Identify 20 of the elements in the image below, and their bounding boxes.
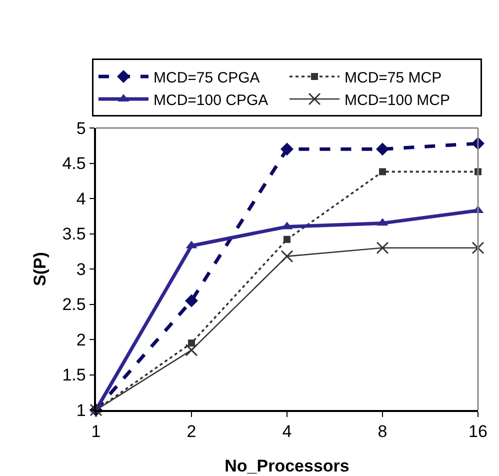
y-tick-label: 5: [76, 118, 86, 138]
x-tick-label: 16: [468, 422, 488, 442]
x-tick-label: 8: [378, 422, 388, 442]
x-axis-title: No_Processors: [224, 456, 350, 476]
x-tick-label: 4: [282, 422, 292, 442]
y-tick-label: 4: [76, 189, 86, 208]
x-tick-label: 1: [91, 422, 101, 442]
x-tick-label: 2: [186, 422, 196, 442]
y-tick-label: 2.5: [62, 295, 86, 314]
y-tick-label: 1.5: [62, 366, 86, 385]
y-tick-label: 1: [76, 400, 86, 420]
legend-label: MCD=75 MCP: [344, 69, 442, 86]
y-tick-label: 3.5: [62, 224, 86, 244]
legend-label: MCD=100 CPGA: [154, 92, 268, 109]
y-tick-label: 2: [76, 330, 86, 350]
y-tick-label: 4.5: [62, 154, 86, 174]
y-axis-title: S(P): [30, 252, 50, 286]
legend-label: MCD=100 MCP: [344, 92, 450, 109]
legend-label: MCD=75 CPGA: [154, 69, 260, 86]
y-tick-label: 3: [76, 260, 86, 279]
